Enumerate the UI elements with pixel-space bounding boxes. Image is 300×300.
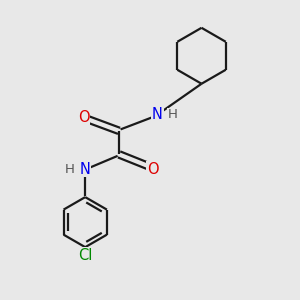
Text: Cl: Cl bbox=[78, 248, 92, 263]
Text: N: N bbox=[80, 162, 91, 177]
Text: O: O bbox=[78, 110, 90, 125]
Text: H: H bbox=[168, 108, 178, 121]
Text: O: O bbox=[147, 162, 159, 177]
Text: H: H bbox=[65, 163, 75, 176]
Text: N: N bbox=[152, 107, 163, 122]
